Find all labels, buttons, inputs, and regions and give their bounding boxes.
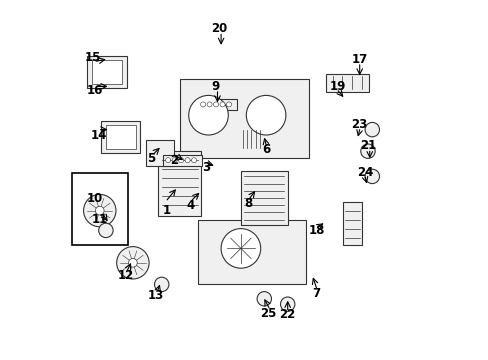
Circle shape (280, 297, 294, 311)
FancyBboxPatch shape (197, 220, 305, 284)
Circle shape (99, 223, 113, 238)
Circle shape (172, 158, 177, 163)
Text: 12: 12 (117, 269, 134, 282)
FancyBboxPatch shape (163, 155, 202, 166)
Circle shape (83, 194, 116, 227)
Circle shape (365, 122, 379, 137)
Circle shape (206, 102, 212, 107)
FancyBboxPatch shape (92, 60, 122, 84)
Circle shape (360, 144, 374, 158)
Text: 10: 10 (87, 192, 103, 204)
Text: 8: 8 (244, 197, 252, 210)
Circle shape (191, 158, 196, 163)
FancyBboxPatch shape (325, 74, 368, 92)
Text: 9: 9 (211, 80, 220, 93)
Circle shape (200, 102, 205, 107)
Circle shape (365, 169, 379, 184)
Circle shape (246, 95, 285, 135)
FancyBboxPatch shape (343, 202, 361, 245)
FancyBboxPatch shape (145, 140, 174, 166)
Text: 4: 4 (186, 199, 194, 212)
FancyBboxPatch shape (101, 121, 140, 153)
FancyBboxPatch shape (158, 151, 201, 216)
FancyBboxPatch shape (241, 171, 287, 225)
Text: 25: 25 (259, 307, 276, 320)
Text: 1: 1 (163, 204, 171, 217)
Circle shape (95, 206, 104, 215)
Text: 24: 24 (356, 166, 372, 179)
Text: 20: 20 (211, 22, 227, 35)
Circle shape (213, 102, 218, 107)
Text: 3: 3 (202, 161, 210, 174)
Text: 13: 13 (148, 289, 164, 302)
Text: 16: 16 (87, 84, 103, 96)
Circle shape (165, 158, 170, 163)
Text: 11: 11 (91, 213, 108, 226)
Circle shape (185, 158, 190, 163)
Text: 5: 5 (146, 152, 155, 165)
Circle shape (188, 95, 228, 135)
Circle shape (220, 102, 224, 107)
FancyBboxPatch shape (87, 56, 126, 88)
FancyBboxPatch shape (105, 125, 136, 149)
Circle shape (257, 292, 271, 306)
Text: 14: 14 (90, 129, 107, 141)
Text: 2: 2 (170, 154, 178, 167)
FancyBboxPatch shape (197, 99, 237, 110)
Circle shape (226, 102, 231, 107)
Text: 22: 22 (279, 309, 295, 321)
Text: 23: 23 (351, 118, 367, 131)
Text: 18: 18 (307, 224, 324, 237)
Text: 19: 19 (329, 80, 346, 93)
FancyBboxPatch shape (179, 79, 309, 158)
Text: 17: 17 (351, 53, 367, 66)
Circle shape (128, 258, 137, 267)
Text: 21: 21 (360, 139, 376, 152)
Circle shape (117, 247, 149, 279)
Circle shape (221, 229, 260, 268)
FancyBboxPatch shape (72, 173, 128, 245)
Text: 7: 7 (312, 287, 320, 300)
Text: 15: 15 (84, 51, 101, 64)
Text: 6: 6 (262, 143, 270, 156)
Circle shape (154, 277, 168, 292)
Circle shape (178, 158, 183, 163)
